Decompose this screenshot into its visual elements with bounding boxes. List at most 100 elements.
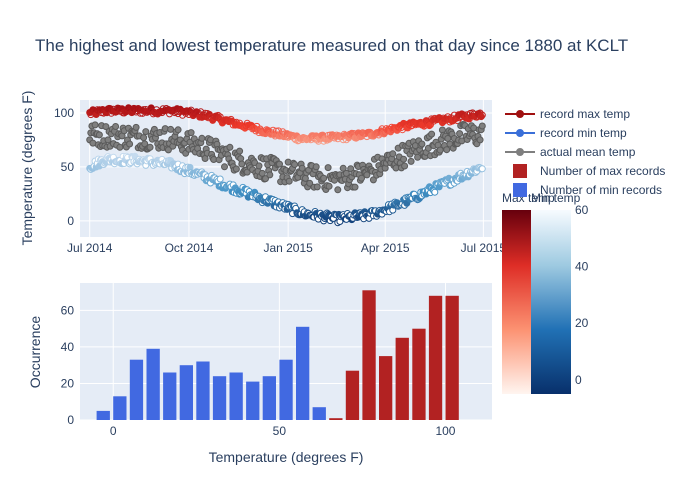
legend-marker-swatch — [516, 148, 524, 156]
scatter-point — [312, 163, 320, 171]
scatter-point — [478, 165, 486, 173]
scatter-point — [306, 179, 314, 187]
legend-marker-swatch — [516, 129, 524, 137]
scatter-point — [221, 163, 228, 171]
min-temp-colorbar — [531, 210, 571, 394]
scatter-point — [266, 171, 274, 179]
scatter-point — [174, 126, 182, 134]
scatter-point — [324, 164, 332, 172]
top-y-tick-label: 50 — [61, 160, 75, 174]
bottom-x-tick-label: 0 — [110, 424, 117, 438]
histogram-bar — [312, 407, 326, 420]
scatter-point — [226, 143, 234, 151]
legend-label: record max temp — [540, 107, 630, 121]
bottom-y-tick-label: 20 — [61, 376, 75, 390]
chart-title: The highest and lowest temperature measu… — [35, 36, 628, 55]
series-1 — [86, 152, 486, 227]
scatter-point — [334, 186, 342, 194]
top-x-tick-label: Jul 2014 — [67, 241, 113, 255]
scatter-point — [436, 146, 444, 154]
colorbar-tick-label: 20 — [575, 316, 589, 330]
legend-item[interactable]: actual mean temp — [505, 145, 636, 159]
colorbar-tick-label: 0 — [575, 373, 582, 387]
scatter-point — [313, 183, 321, 191]
scatter-point — [198, 134, 206, 142]
bottom-y-tick-label: 0 — [67, 413, 74, 427]
scatter-point — [238, 160, 246, 168]
scatter-point — [431, 188, 439, 196]
histogram-bar — [96, 410, 110, 420]
top-x-tick-label: Oct 2014 — [165, 241, 214, 255]
histogram-bar — [329, 418, 343, 420]
scatter-point — [236, 147, 244, 155]
histogram-bar — [113, 396, 127, 420]
legend-marker-swatch — [516, 110, 524, 118]
legend-item[interactable]: record min temp — [505, 126, 627, 140]
legend-box-swatch — [513, 164, 527, 178]
histogram-bar — [196, 361, 210, 420]
colorbar-tick-label: 60 — [575, 203, 589, 217]
scatter-point — [276, 160, 283, 168]
histogram-bar — [212, 376, 227, 420]
top-y-tick-label: 0 — [67, 214, 74, 228]
series-2 — [86, 121, 486, 194]
bottom-y-tick-label: 60 — [61, 303, 75, 317]
scatter-point — [325, 182, 333, 190]
scatter-point — [478, 111, 486, 119]
scatter-point — [456, 130, 464, 138]
legend-item[interactable]: Number of max records — [513, 164, 665, 178]
scatter-point — [285, 177, 293, 185]
scatter-point — [351, 183, 359, 191]
scatter-point — [389, 150, 397, 158]
scatter-point — [262, 175, 269, 183]
scatter-point — [291, 161, 299, 168]
scatter-point — [112, 123, 120, 130]
scatter-point — [216, 113, 224, 121]
scatter-point — [301, 174, 309, 182]
bottom-y-axis-label: Occurrence — [27, 316, 43, 389]
scatter-point — [164, 146, 172, 154]
legend-label: actual mean temp — [540, 145, 636, 159]
scatter-point — [401, 162, 409, 170]
top-x-tick-label: Jan 2015 — [263, 241, 313, 255]
min-temp-colorbar-ticks: 0 20 40 60 — [575, 203, 589, 387]
scatter-point — [187, 129, 195, 137]
histogram-bar — [262, 376, 276, 420]
histogram-bar — [345, 370, 360, 420]
legend-box-swatch — [513, 183, 527, 197]
scatter-point — [339, 164, 347, 172]
scatter-point — [369, 176, 377, 184]
legend-label: record min temp — [540, 126, 627, 140]
scatter-point — [428, 130, 436, 138]
legend-item[interactable]: record max temp — [505, 107, 630, 121]
scatter-point — [142, 128, 150, 136]
legend-item[interactable]: Number of min records — [513, 183, 662, 197]
scatter-point — [400, 155, 408, 163]
legend-label: Number of min records — [540, 183, 662, 197]
scatter-point — [476, 136, 484, 144]
top-x-tick-label: Apr 2015 — [361, 241, 410, 255]
histogram-bar — [129, 359, 144, 420]
histogram-bar — [229, 372, 243, 420]
histogram-bar — [395, 337, 409, 420]
scatter-point — [255, 162, 263, 170]
bottom-x-tick-label: 50 — [273, 424, 287, 438]
bottom-x-tick-labels: 0 50 100 — [110, 424, 456, 438]
histogram-bar — [445, 295, 459, 420]
scatter-point — [342, 169, 350, 177]
scatter-point — [298, 164, 306, 172]
top-x-tick-labels: Jul 2014 Oct 2014 Jan 2015 Apr 2015 Jul 2015 — [67, 241, 506, 255]
histogram-bar — [362, 290, 376, 420]
bottom-x-axis-label: Temperature (degrees F) — [209, 449, 364, 465]
scatter-point — [140, 134, 148, 142]
top-y-tick-label: 100 — [54, 106, 74, 120]
bottom-y-tick-labels: 0 20 40 60 — [61, 303, 75, 427]
scatter-point — [146, 143, 154, 151]
top-x-tick-label: Jul 2015 — [461, 241, 507, 255]
bottom-plot-bars — [96, 290, 459, 420]
max-temp-colorbar — [502, 210, 531, 394]
histogram-bar — [379, 356, 393, 420]
